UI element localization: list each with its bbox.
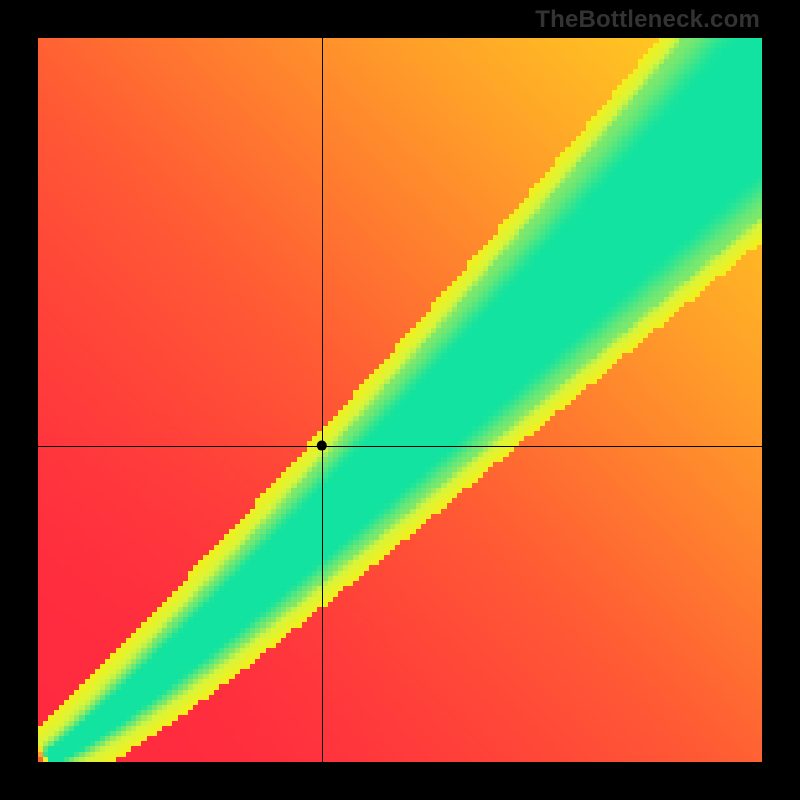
bottleneck-heatmap [38, 38, 762, 762]
watermark-label: TheBottleneck.com [535, 6, 760, 34]
chart-container: TheBottleneck.com [0, 0, 800, 800]
